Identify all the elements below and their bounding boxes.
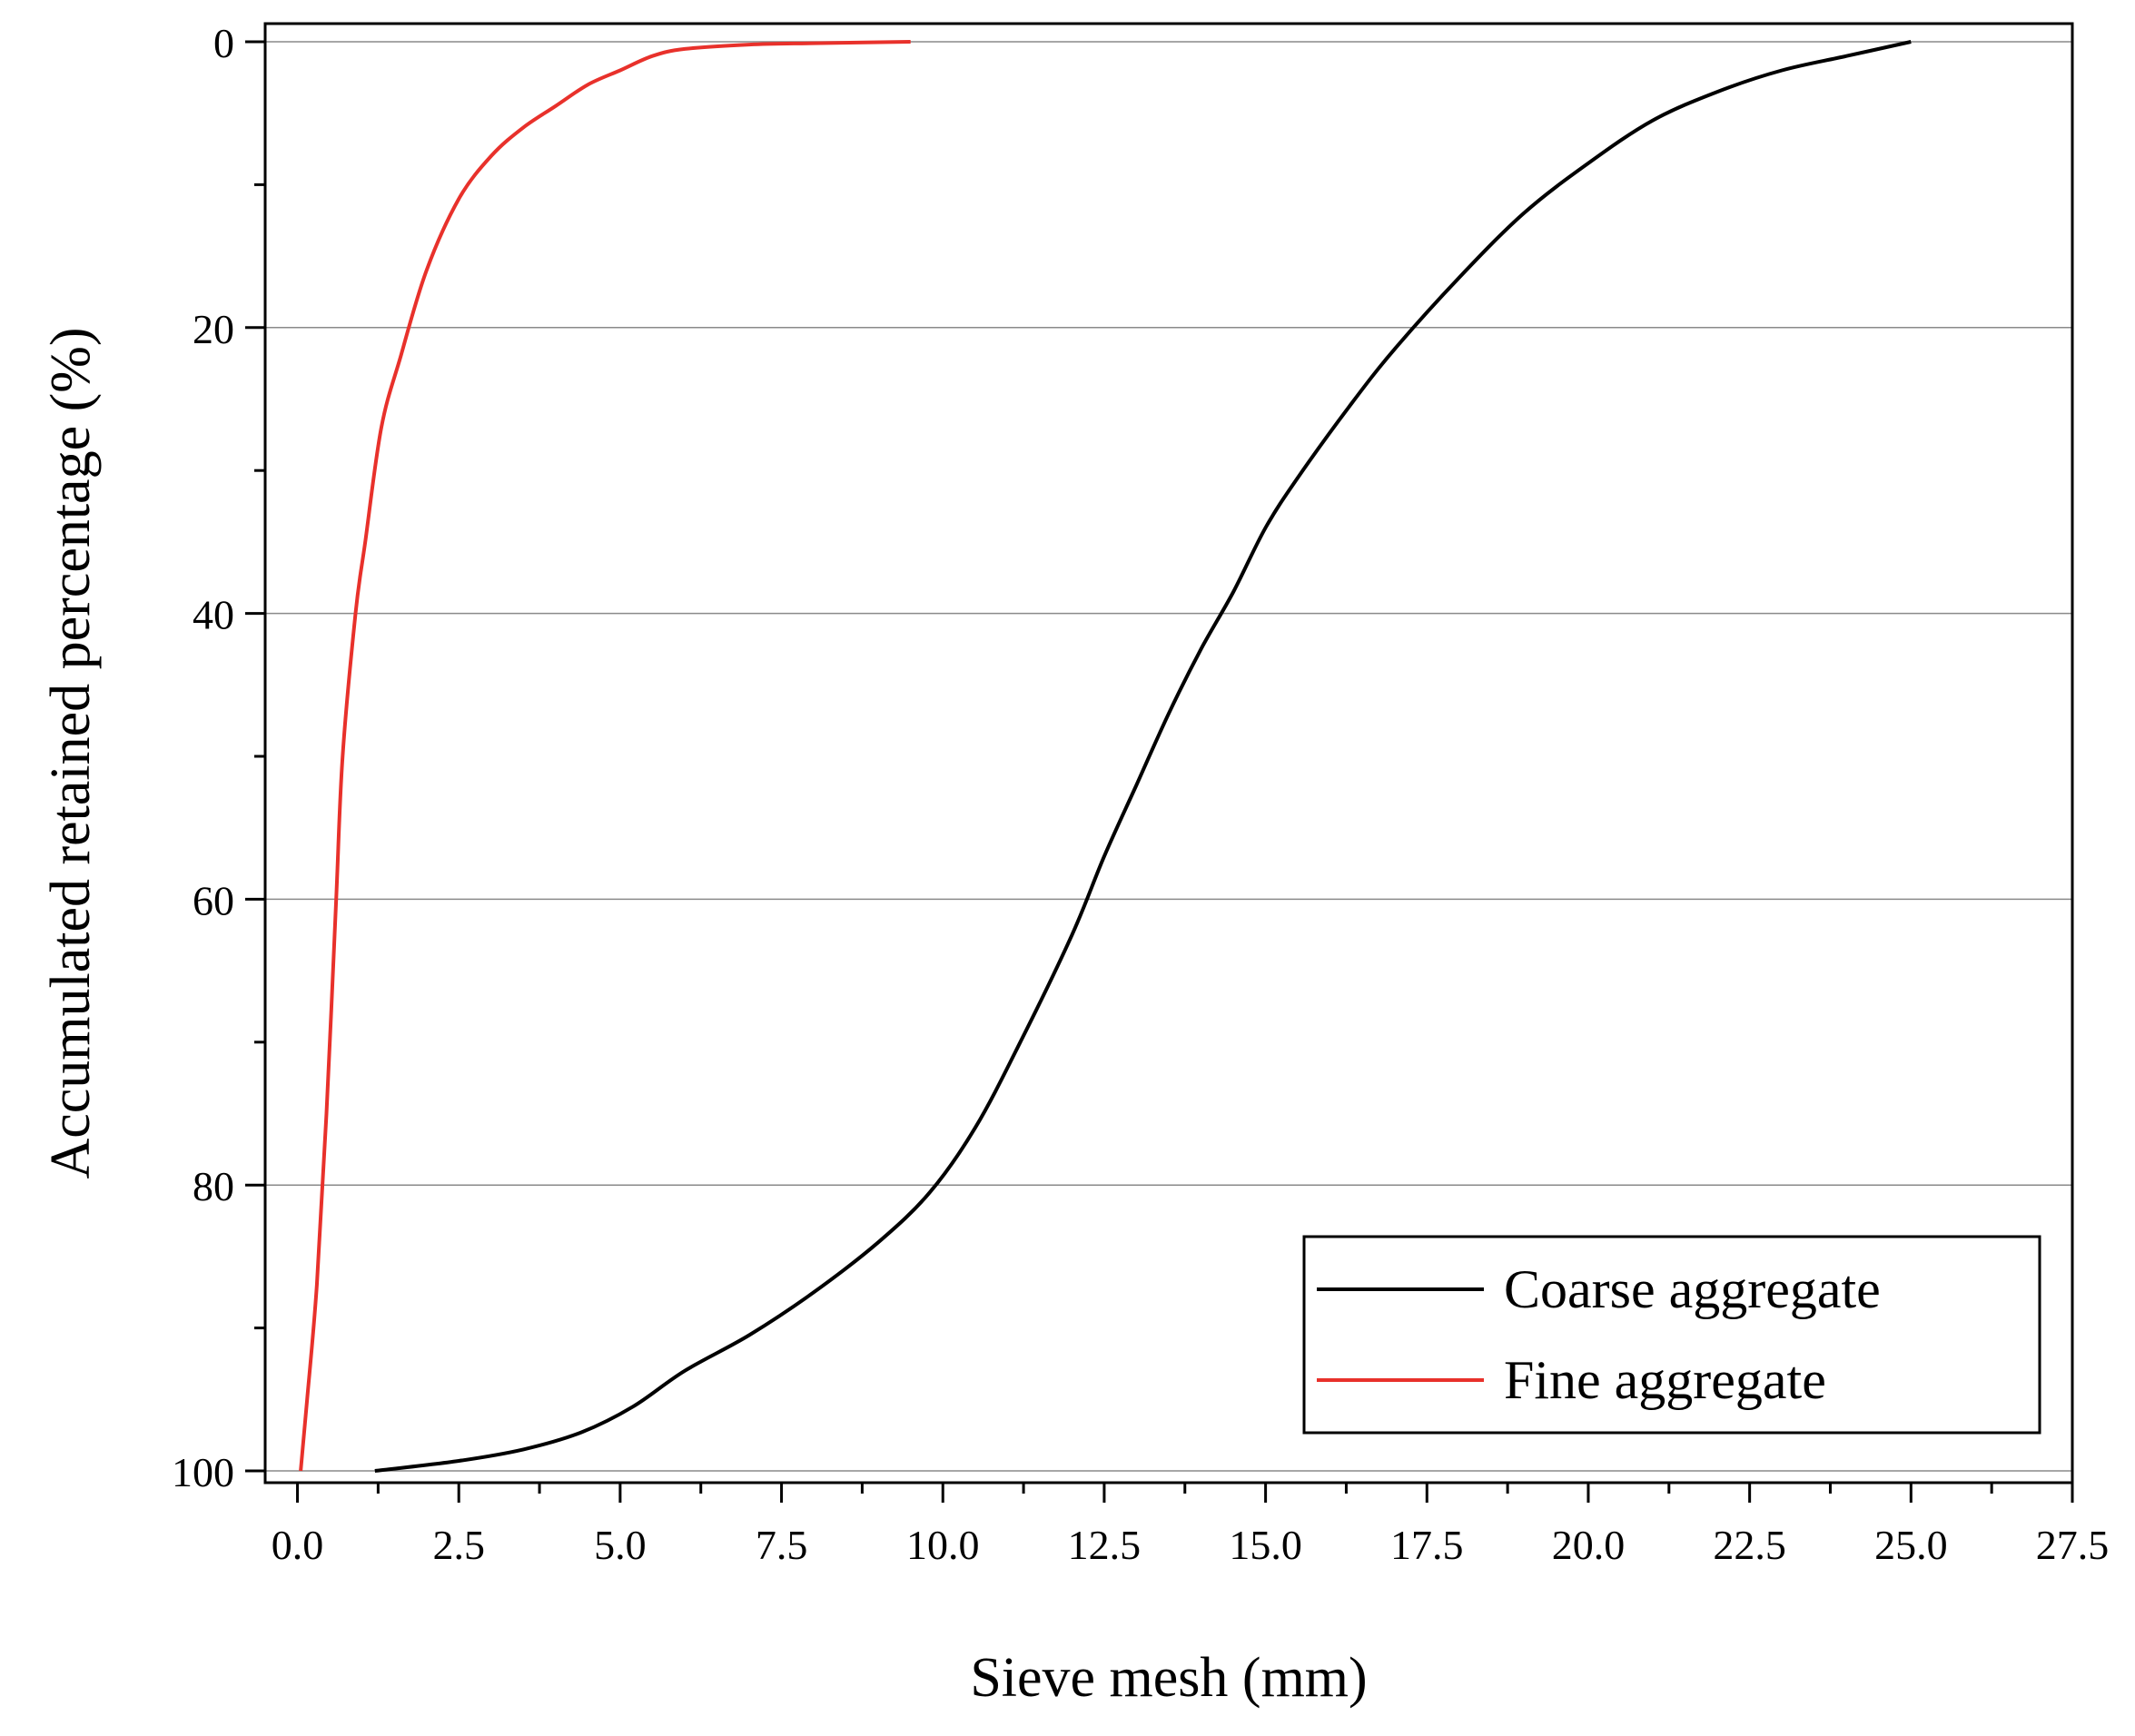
x-tick-label: 25.0 [1874, 1522, 1948, 1568]
y-tick-label: 20 [193, 306, 234, 352]
x-tick-label: 27.5 [2036, 1522, 2110, 1568]
x-tick-label: 15.0 [1229, 1522, 1302, 1568]
y-axis-title: Accumulated retained percentage (%) [40, 327, 102, 1179]
legend-label-coarse-aggregate: Coarse aggregate [1504, 1259, 1881, 1319]
y-tick-label: 0 [213, 20, 234, 66]
x-tick-label: 5.0 [594, 1522, 647, 1568]
y-tick-label: 80 [193, 1163, 234, 1209]
y-tick-label: 40 [193, 592, 234, 638]
legend: Coarse aggregate Fine aggregate [1302, 1235, 2041, 1435]
legend-box [1302, 1235, 2041, 1435]
series-layer [299, 40, 1912, 1473]
x-tick-label: 10.0 [906, 1522, 980, 1568]
y-tick-label: 100 [172, 1449, 234, 1495]
gridlines [265, 41, 2072, 1472]
x-tick-label: 2.5 [432, 1522, 485, 1568]
x-tick-label: 22.5 [1713, 1522, 1786, 1568]
plot-frame [263, 22, 2074, 1484]
x-axis-title: Sieve mesh (mm) [970, 1647, 1367, 1709]
x-tick-label: 12.5 [1068, 1522, 1142, 1568]
x-tick-label: 20.0 [1552, 1522, 1626, 1568]
y-tick-label: 60 [193, 877, 234, 923]
series-line-coarse-aggregate [374, 40, 1912, 1473]
y-axis: 0 20 40 60 80 100 [172, 20, 265, 1495]
legend-label-fine-aggregate: Fine aggregate [1504, 1350, 1826, 1410]
x-axis: 0.0 2.5 5.0 7.5 10.0 12.5 15.0 17.5 20.0 22.5 25.0… [272, 1483, 2109, 1568]
x-tick-label: 7.5 [756, 1522, 808, 1568]
x-tick-label: 17.5 [1390, 1522, 1464, 1568]
series-line-fine-aggregate [299, 40, 911, 1472]
x-tick-label: 0.0 [272, 1522, 324, 1568]
